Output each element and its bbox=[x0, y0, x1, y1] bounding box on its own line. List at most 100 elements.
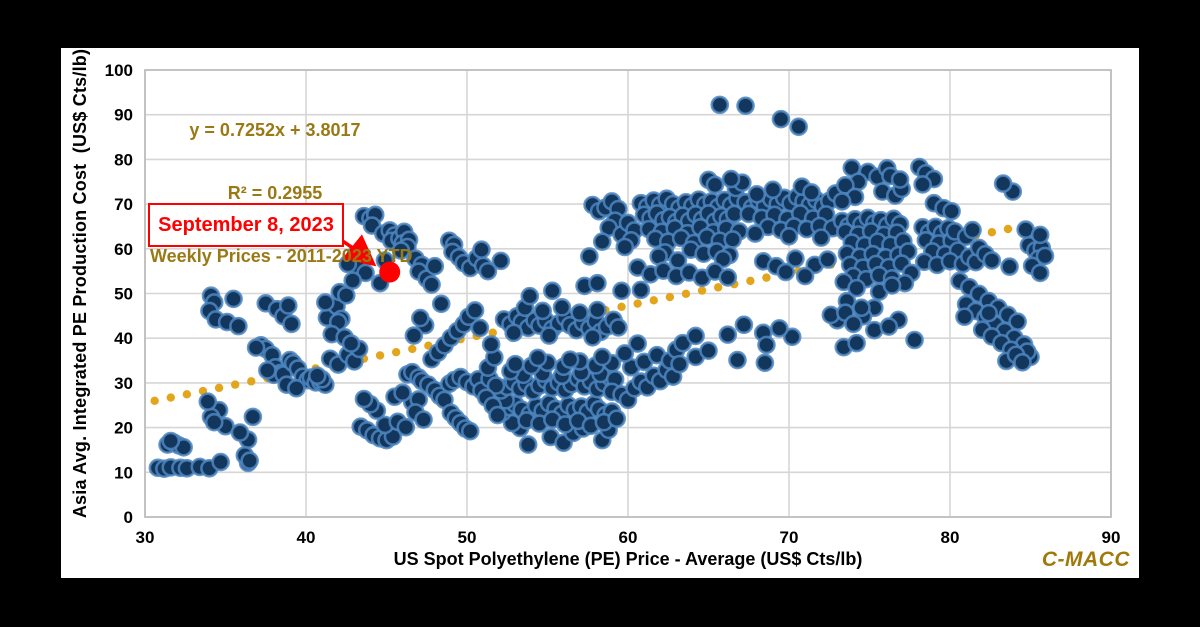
trendline-dot bbox=[633, 299, 642, 308]
data-point bbox=[615, 237, 635, 257]
data-point bbox=[580, 247, 599, 266]
series-caption: Weekly Prices - 2011-2023 YTD bbox=[150, 246, 413, 266]
data-point bbox=[879, 317, 899, 336]
data-point bbox=[723, 230, 742, 249]
data-point bbox=[747, 184, 767, 204]
data-point bbox=[583, 328, 602, 347]
data-point bbox=[728, 350, 747, 370]
data-point bbox=[414, 410, 433, 429]
trendline-dot bbox=[150, 396, 159, 406]
data-point bbox=[198, 392, 218, 411]
data-point bbox=[832, 192, 852, 211]
data-point bbox=[246, 338, 266, 357]
data-point bbox=[795, 266, 815, 286]
data-point bbox=[757, 335, 776, 355]
data-point bbox=[229, 316, 248, 336]
data-point bbox=[718, 325, 738, 344]
data-point bbox=[505, 354, 525, 374]
data-point bbox=[699, 341, 718, 361]
data-point bbox=[628, 334, 647, 353]
data-point bbox=[343, 271, 362, 290]
x-tick-label: 60 bbox=[619, 528, 638, 547]
data-point bbox=[560, 350, 580, 369]
data-point bbox=[734, 315, 754, 335]
trendline-dot bbox=[247, 377, 256, 386]
data-point bbox=[609, 318, 628, 337]
data-point bbox=[779, 226, 799, 246]
data-point bbox=[588, 300, 607, 320]
data-point bbox=[847, 333, 866, 353]
data-point bbox=[612, 281, 631, 301]
data-point bbox=[552, 298, 572, 317]
data-point bbox=[258, 361, 277, 380]
data-point bbox=[755, 353, 775, 373]
data-point bbox=[316, 293, 335, 312]
data-point bbox=[396, 417, 416, 437]
data-point bbox=[942, 201, 961, 221]
data-point bbox=[488, 405, 507, 425]
data-point bbox=[570, 303, 590, 323]
data-point bbox=[393, 383, 412, 403]
data-point bbox=[230, 423, 250, 442]
data-point bbox=[1030, 263, 1050, 283]
y-tick-label: 70 bbox=[114, 195, 133, 214]
trendline-dot bbox=[375, 351, 385, 360]
data-point bbox=[472, 240, 491, 259]
data-point bbox=[543, 281, 562, 301]
data-point bbox=[763, 180, 783, 200]
data-point bbox=[307, 366, 327, 386]
axis-ticks: 30 40 50 60 70 80 90 0 10 20 30 40 50 60 70 80 90 100 bbox=[105, 61, 1121, 547]
data-point bbox=[982, 251, 1002, 270]
data-point bbox=[478, 261, 498, 281]
data-point bbox=[782, 327, 802, 347]
annotation-box: September 8, 2023 bbox=[148, 203, 344, 247]
y-tick-label: 90 bbox=[114, 106, 133, 125]
data-point bbox=[592, 347, 612, 367]
r-squared-line: R² = 0.2955 bbox=[227, 183, 323, 203]
data-point bbox=[491, 251, 511, 271]
data-point bbox=[905, 330, 924, 350]
trendline-dot bbox=[488, 328, 497, 337]
data-point bbox=[1030, 225, 1050, 245]
brand-logo: C-MACC bbox=[1041, 548, 1130, 571]
data-point bbox=[705, 175, 725, 195]
data-point bbox=[736, 96, 755, 116]
data-point bbox=[404, 326, 424, 345]
data-point bbox=[776, 262, 796, 282]
trendline-dot bbox=[697, 286, 707, 295]
data-point bbox=[1035, 246, 1055, 266]
data-point bbox=[539, 326, 559, 345]
data-point bbox=[721, 169, 741, 189]
data-point bbox=[240, 451, 259, 470]
data-point bbox=[592, 232, 612, 251]
data-point bbox=[282, 314, 301, 334]
trendline-dot bbox=[681, 289, 691, 299]
data-point bbox=[278, 296, 298, 315]
data-point bbox=[470, 318, 490, 338]
x-tick-label: 30 bbox=[136, 528, 155, 547]
y-tick-label: 80 bbox=[114, 150, 133, 169]
data-point bbox=[844, 314, 863, 334]
trendline-dot bbox=[649, 296, 658, 305]
data-point bbox=[913, 175, 932, 194]
data-point bbox=[391, 241, 411, 260]
trendline-dot bbox=[746, 276, 755, 286]
data-points bbox=[148, 95, 1055, 479]
data-point bbox=[882, 276, 902, 295]
trendline-dot bbox=[987, 228, 997, 237]
trendline-dot bbox=[214, 383, 224, 393]
y-tick-label: 10 bbox=[114, 463, 133, 482]
data-point bbox=[411, 308, 430, 328]
data-point bbox=[243, 407, 263, 427]
data-point bbox=[802, 183, 821, 202]
data-point bbox=[422, 275, 441, 294]
y-tick-label: 0 bbox=[124, 508, 133, 527]
data-point bbox=[204, 412, 224, 432]
trendline-dot bbox=[408, 344, 417, 354]
data-point bbox=[460, 421, 480, 441]
data-point bbox=[504, 323, 523, 343]
y-tick-label: 40 bbox=[114, 329, 133, 348]
data-point bbox=[993, 174, 1013, 193]
